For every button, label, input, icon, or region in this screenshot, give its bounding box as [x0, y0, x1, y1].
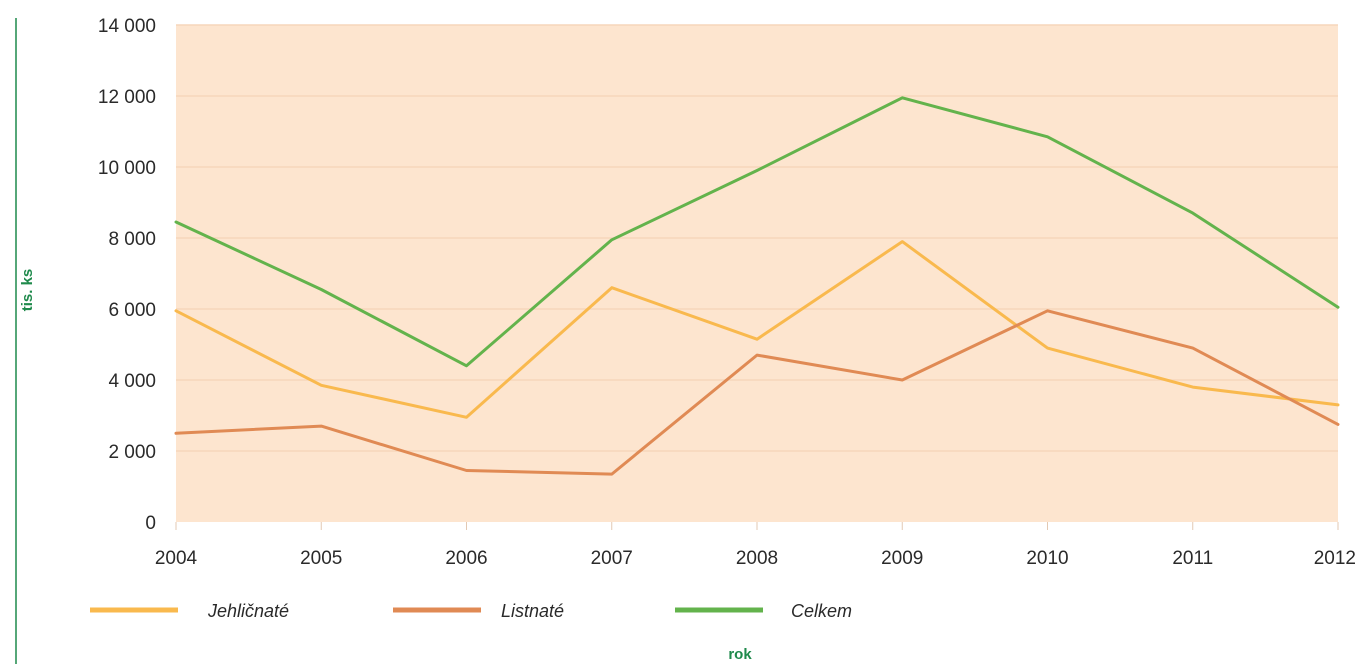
series-line-1	[174, 240, 1340, 419]
y-tick-label: 10 000	[98, 158, 156, 179]
x-axis-tick-labels: 2004 2005 2006 2007 2008 2009 2010 2011 2012	[155, 548, 1356, 569]
y-tick-label: 8 000	[108, 229, 156, 250]
legend-label-2: Listnaté	[501, 601, 564, 621]
legend-label-3: Celkem	[791, 601, 852, 621]
x-tick-label: 2005	[300, 548, 342, 569]
y-tick-label: 6 000	[108, 300, 156, 321]
legend-label-1: Jehličnaté	[207, 601, 289, 621]
legend: Jehličnaté Listnaté Celkem	[90, 601, 852, 621]
y-tick-label: 4 000	[108, 371, 156, 392]
series-line-3	[174, 96, 1340, 368]
x-tick-label: 2004	[155, 548, 198, 569]
x-tick-label: 2011	[1172, 548, 1213, 569]
y-axis-tick-labels: 0 2 000 4 000 6 000 8 000 10 000 12 000 14 000	[98, 16, 156, 534]
series-line-2	[174, 309, 1340, 476]
x-tick-label: 2012	[1314, 548, 1356, 569]
plot-background	[176, 25, 1338, 522]
y-tick-label: 14 000	[98, 16, 156, 37]
x-tick-label: 2008	[736, 548, 778, 569]
y-tick-label: 0	[145, 513, 156, 534]
y-tick-label: 2 000	[108, 442, 156, 463]
y-axis-title: tis. ks	[19, 269, 36, 312]
x-tick-label: 2010	[1026, 548, 1068, 569]
series-lines	[174, 96, 1340, 476]
x-tick-label: 2009	[881, 548, 923, 569]
x-axis-title: rok	[728, 646, 752, 663]
gridlines	[175, 24, 1339, 530]
y-tick-label: 12 000	[98, 87, 156, 108]
x-tick-label: 2006	[445, 548, 487, 569]
x-tick-label: 2007	[591, 548, 633, 569]
